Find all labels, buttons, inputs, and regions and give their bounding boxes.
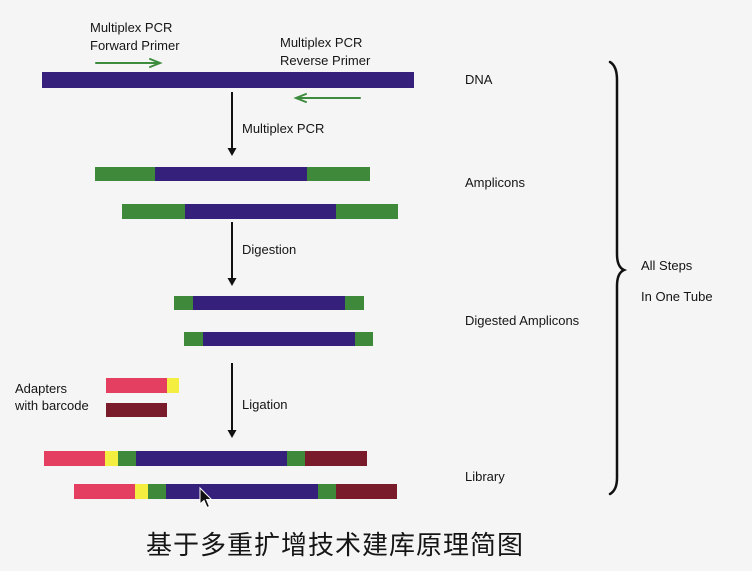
primer-flank-right (318, 484, 336, 499)
stage-label-digested-amplicons: Digested Amplicons (465, 313, 580, 328)
step-label-digestion: Digestion (242, 242, 297, 257)
primer-flank-right (307, 167, 370, 181)
primer-flank-right (355, 332, 373, 346)
step-arrow-down-icon-3 (227, 363, 237, 438)
amplicon-1 (95, 167, 370, 181)
adapters-label-line1: Adapters (15, 381, 68, 396)
digested-amplicon-2 (184, 332, 373, 346)
library-fragment-2 (74, 484, 397, 499)
stage-label-amplicons: Amplicons (465, 175, 525, 190)
figure-caption: 基于多重扩增技术建库原理简图 (145, 531, 524, 561)
adapter-a-segment (106, 378, 167, 393)
target-insert (203, 332, 355, 346)
brace-label-line2: In One Tube (641, 289, 713, 304)
target-insert (155, 167, 307, 181)
stage-label-library: Library (465, 469, 505, 484)
adapter-b (106, 403, 167, 417)
primer-flank-left (122, 204, 185, 219)
step-arrow-down-icon-1 (227, 92, 237, 156)
reverse-primer-label-line2: Reverse Primer (280, 53, 371, 68)
primer-flank-left (95, 167, 155, 181)
adapters-label-line2: with barcode (15, 398, 89, 413)
adapter-b-segment (106, 403, 167, 417)
adapter-with-barcode (106, 378, 179, 393)
dna-strand (42, 72, 414, 88)
barcode-segment (167, 378, 179, 393)
forward-primer-label-line1: Multiplex PCR (90, 20, 173, 35)
primer-flank-right (287, 451, 305, 466)
reverse-primer-label-line1: Multiplex PCR (280, 35, 363, 50)
barcode-segment (135, 484, 148, 499)
step-arrow-down-icon-2 (227, 222, 237, 286)
primer-flank-left (174, 296, 193, 310)
primer-flank-right (336, 204, 398, 219)
target-insert (185, 204, 336, 219)
step-label-multiplex-pcr: Multiplex PCR (242, 121, 325, 136)
target-insert (136, 451, 287, 466)
amplicon-2 (122, 204, 398, 219)
target-insert (166, 484, 318, 499)
reverse-primer-arrow-icon (293, 93, 361, 103)
primer-flank-left (148, 484, 166, 499)
adapter-a-segment (74, 484, 135, 499)
primer-flank-left (118, 451, 136, 466)
digested-amplicon-1 (174, 296, 364, 310)
dna-segment (42, 72, 414, 88)
stage-label-dna: DNA (465, 72, 493, 87)
right-curly-brace (608, 60, 628, 496)
target-insert (193, 296, 345, 310)
library-fragment-1 (44, 451, 367, 466)
adapter-a-segment (44, 451, 105, 466)
step-label-ligation: Ligation (242, 397, 288, 412)
brace-label-line1: All Steps (641, 258, 693, 273)
forward-primer-label-line2: Forward Primer (90, 38, 180, 53)
forward-primer-arrow-icon (95, 58, 163, 68)
adapter-b-segment (305, 451, 367, 466)
primer-flank-left (184, 332, 203, 346)
primer-flank-right (345, 296, 364, 310)
barcode-segment (105, 451, 118, 466)
adapter-b-segment (336, 484, 397, 499)
